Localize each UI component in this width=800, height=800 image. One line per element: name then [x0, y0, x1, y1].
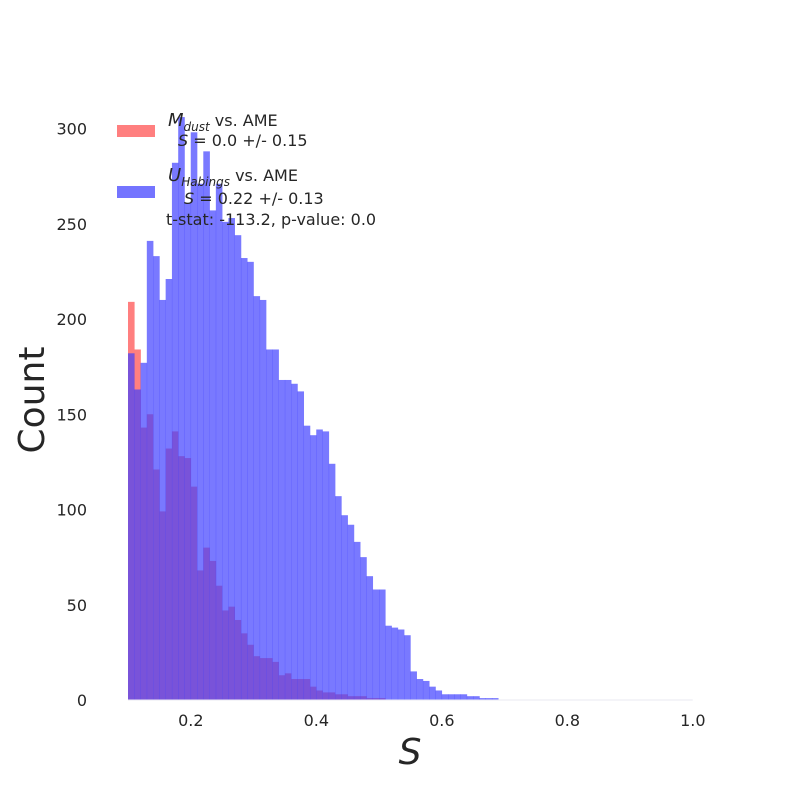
series-uhabings: [128, 117, 499, 701]
histogram-bar: [247, 261, 254, 700]
y-axis-label: Count: [12, 347, 53, 454]
histogram-bar: [228, 218, 235, 700]
y-tick-label: 150: [56, 405, 87, 424]
histogram-bar: [134, 389, 141, 700]
histogram-bar: [278, 379, 286, 700]
y-tick-label: 250: [56, 215, 87, 234]
legend: Mdust vs. AME S = 0.0 +/- 0.15 UHabings …: [117, 110, 376, 229]
histogram-bar: [209, 210, 217, 701]
histogram-bar: [297, 391, 305, 700]
x-tick-label: 1.0: [680, 711, 705, 730]
histogram-bar: [291, 383, 298, 700]
histogram-bar: [266, 349, 273, 700]
histogram-bar: [284, 379, 292, 700]
histogram-bar: [322, 431, 330, 700]
histogram-bar: [128, 353, 135, 700]
x-tick-label: 0.2: [178, 711, 203, 730]
histogram-bar: [203, 151, 210, 701]
histogram-bar: [347, 524, 355, 700]
histogram-bar: [259, 299, 267, 700]
x-tick-label: 0.4: [304, 711, 329, 730]
histogram-bar: [165, 279, 173, 700]
histogram-bar: [422, 680, 430, 700]
histogram-bar: [385, 625, 392, 701]
y-tick-label: 100: [56, 501, 87, 520]
histogram-bar: [253, 296, 261, 700]
legend-stat-mdust: S = 0.0 +/- 0.15: [178, 131, 308, 150]
histogram-bar: [416, 679, 424, 700]
y-tick-label: 50: [67, 596, 87, 615]
histogram-bar: [171, 162, 179, 701]
histogram-bar: [272, 349, 279, 700]
histogram-bar: [372, 589, 380, 700]
histogram-bar: [485, 698, 493, 701]
histogram-bar: [140, 362, 148, 700]
histogram-bar: [222, 221, 229, 700]
histogram-bar: [328, 463, 336, 700]
plot-area: [128, 117, 693, 701]
histogram-bar: [491, 698, 499, 701]
histogram-bar: [303, 425, 311, 700]
histogram-bar: [454, 694, 461, 700]
histogram-bar: [397, 629, 405, 700]
histogram-bar: [473, 696, 480, 700]
legend-label-mdust: Mdust vs. AME: [168, 110, 278, 134]
histogram-bar: [466, 696, 474, 700]
histogram-bar: [379, 589, 386, 700]
x-axis-ticks: 0.2 0.4 0.6 0.8 1.0: [178, 711, 705, 730]
histogram-bar: [240, 258, 248, 700]
histogram-bar: [391, 627, 399, 700]
histogram-bar: [234, 235, 242, 700]
histogram-bar: [448, 694, 455, 700]
histogram-bar: [335, 496, 342, 700]
t-stat-annotation: t-stat: -113.2, p-value: 0.0: [166, 210, 376, 229]
histogram-bar: [460, 694, 468, 700]
histogram-bar: [309, 435, 317, 700]
y-axis-ticks: 0 50 100 150 200 250 300: [56, 120, 87, 711]
legend-swatch-mdust: [117, 125, 155, 137]
histogram-bar: [360, 557, 367, 701]
histogram-bar: [341, 515, 348, 700]
histogram-bar: [410, 671, 417, 700]
y-tick-label: 0: [77, 691, 87, 710]
histogram-bar: [215, 183, 223, 700]
histogram-bar: [316, 429, 323, 700]
histogram-bar: [146, 240, 154, 700]
legend-swatch-uhabings: [117, 186, 155, 198]
histogram-bar: [159, 299, 166, 700]
histogram-bar: [178, 117, 185, 700]
x-axis-label: S: [399, 732, 422, 773]
histogram-bar: [184, 202, 192, 701]
histogram-bar: [153, 256, 160, 700]
histogram-bar: [404, 635, 411, 700]
histogram-bar: [429, 686, 436, 700]
histogram-bar: [479, 698, 486, 701]
legend-label-uhabings: UHabings vs. AME: [168, 165, 298, 189]
y-tick-label: 300: [56, 120, 87, 139]
histogram-bar: [197, 183, 204, 700]
histogram-bar: [435, 690, 443, 701]
histogram-bar: [353, 541, 361, 700]
y-tick-label: 200: [56, 310, 87, 329]
legend-stat-uhabings: S = 0.22 +/- 0.13: [184, 189, 324, 208]
histogram-bar: [190, 132, 198, 700]
x-tick-label: 0.6: [429, 711, 454, 730]
x-tick-label: 0.8: [555, 711, 580, 730]
histogram-bar: [366, 576, 374, 700]
histogram-bar: [441, 694, 449, 700]
